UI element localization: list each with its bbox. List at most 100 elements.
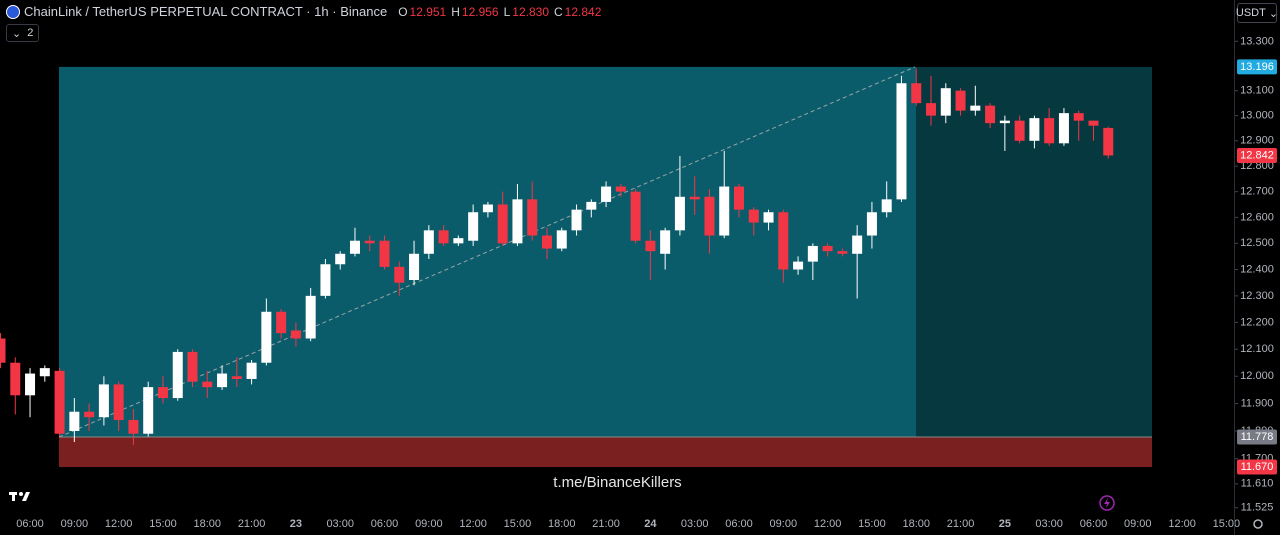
- x-tick-label: 12:00: [459, 518, 487, 530]
- y-tick-label: 12.700: [1240, 186, 1274, 198]
- candle-body: [497, 204, 508, 244]
- x-tick-label: 09:00: [1124, 518, 1152, 530]
- y-tick-label: 12.900: [1240, 135, 1274, 147]
- y-tick-label: 12.400: [1240, 263, 1274, 275]
- candle-body: [335, 253, 346, 265]
- currency-select[interactable]: USDT ⌄: [1235, 3, 1279, 23]
- candle-body: [468, 212, 479, 241]
- candle-body: [305, 295, 316, 339]
- candle-body: [54, 370, 65, 434]
- x-tick-label: 06:00: [16, 518, 44, 530]
- candle-body: [157, 387, 168, 399]
- candle-body: [807, 245, 818, 262]
- x-tick-label: 12:00: [1168, 518, 1196, 530]
- candle-body: [172, 351, 183, 399]
- symbol-icon: [6, 4, 20, 19]
- y-tick-label: 12.200: [1240, 316, 1274, 328]
- candle-body: [187, 351, 198, 382]
- ohlc-key: C: [554, 4, 563, 19]
- ohlc-value: 12.830: [512, 4, 549, 19]
- x-tick-label: 23: [290, 518, 302, 530]
- y-tick-label: 12.300: [1240, 290, 1274, 302]
- candle-body: [379, 240, 390, 267]
- candle-body: [349, 240, 360, 254]
- last-price-tag-label: 12.842: [1240, 149, 1274, 161]
- target-tag-label: 13.196: [1240, 61, 1274, 73]
- candle-body: [1103, 127, 1114, 156]
- ohlc-value: 12.951: [409, 4, 447, 19]
- ohlc-legend: O 12.951 H 12.956 L 12.830 C 12.842: [395, 5, 601, 19]
- x-tick-label: 09:00: [770, 518, 798, 530]
- candle-body: [128, 419, 139, 434]
- x-tick-label: 12:00: [814, 518, 842, 530]
- candle-body: [217, 373, 228, 388]
- candle-body: [482, 204, 493, 213]
- x-tick-label: 15:00: [858, 518, 886, 530]
- candle-body: [674, 196, 685, 231]
- candle-body: [881, 199, 892, 213]
- indicator-badge[interactable]: ⌄ 2: [6, 24, 40, 42]
- x-tick-label: 24: [644, 518, 657, 530]
- x-tick-label: 25: [999, 518, 1011, 530]
- candle-body: [423, 230, 434, 254]
- candle-body: [1014, 120, 1025, 141]
- last-price-tag: [1237, 147, 1277, 163]
- x-tick-label: 18:00: [902, 518, 930, 530]
- chevron: ⌄: [12, 27, 22, 40]
- axis-divider: [1234, 0, 1235, 535]
- candle-body: [926, 103, 937, 116]
- replay-icon[interactable]: [1099, 495, 1115, 511]
- candle-body: [113, 384, 124, 420]
- entry-tag-label: 11.778: [1241, 431, 1274, 443]
- candle-body: [660, 230, 671, 254]
- candle-body: [25, 373, 36, 396]
- settings-icon[interactable]: [1253, 519, 1263, 529]
- candle-body: [970, 105, 981, 111]
- candle-body: [822, 245, 833, 252]
- candle-body: [84, 411, 95, 418]
- candle-body: [955, 90, 966, 111]
- y-tick-label: 13.300: [1240, 35, 1274, 47]
- loss-zone: [59, 437, 1152, 468]
- candle-body: [10, 362, 21, 396]
- candle-body: [1088, 120, 1099, 126]
- ohlc-value: 12.842: [564, 4, 602, 19]
- y-tick-label: 11.610: [1241, 478, 1274, 490]
- candle-body: [999, 120, 1010, 124]
- y-tick-label: 13.100: [1240, 85, 1274, 97]
- candle-body: [571, 209, 582, 231]
- chevron: ⌄: [1265, 7, 1279, 20]
- candle-body: [290, 330, 301, 339]
- candle-body: [763, 212, 774, 223]
- candle-body: [261, 311, 272, 363]
- ohlc-value: 12.956: [461, 4, 499, 19]
- x-tick-label: 15:00: [1213, 518, 1241, 530]
- candle-body: [1029, 118, 1040, 141]
- candle-body: [556, 230, 567, 249]
- x-tick-label: 18:00: [548, 518, 576, 530]
- candle-body: [866, 212, 877, 236]
- y-tick-label: 12.600: [1240, 211, 1274, 223]
- candle-body: [748, 209, 759, 223]
- symbol-title[interactable]: ChainLink / TetherUS PERPETUAL CONTRACT …: [24, 4, 388, 19]
- y-tick-label: 11.900: [1241, 397, 1274, 409]
- y-tick-label: 12.000: [1240, 370, 1274, 382]
- currency: USDT: [1235, 7, 1266, 19]
- x-tick-label: 09:00: [61, 518, 89, 530]
- y-tick-label: 11.525: [1241, 502, 1274, 514]
- candle-body: [630, 191, 641, 241]
- trade-path: [58, 66, 916, 438]
- y-tick-label: 12.800: [1240, 160, 1274, 172]
- candle-body: [0, 338, 6, 363]
- ohlc-key: O: [398, 4, 408, 19]
- x-tick-label: 21:00: [238, 518, 266, 530]
- candle-body: [645, 240, 656, 252]
- stop-tag-label: 11.670: [1241, 461, 1274, 473]
- candle-body: [911, 83, 922, 104]
- x-tick-label: 03:00: [681, 518, 709, 530]
- candle-body: [541, 235, 552, 249]
- x-tick-label: 06:00: [725, 518, 753, 530]
- y-tick-label: 13.000: [1240, 110, 1274, 122]
- candle-body: [143, 387, 154, 434]
